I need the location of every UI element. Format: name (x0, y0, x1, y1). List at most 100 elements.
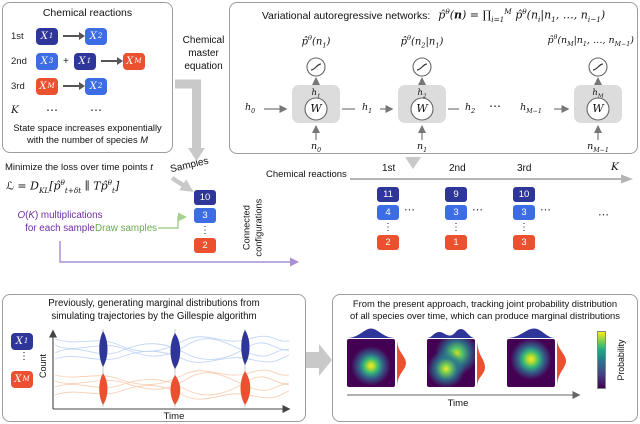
connected-stack-3rd: 10 3 ⋮ 3 (513, 187, 535, 250)
caption-line-2: with the number of species M (27, 135, 148, 146)
caption-line-1: State space increases exponentially (13, 122, 162, 133)
van-down-arrow (405, 157, 421, 169)
output-prob-2: p̂θ(n2|n1) (400, 34, 444, 50)
input-n1: n1 (416, 141, 428, 154)
y-axis-label: Count (38, 353, 48, 379)
species-sub: M (134, 56, 142, 65)
ellipsis: ⋯ (540, 204, 552, 216)
right-marginal (557, 339, 566, 387)
joint-distribution-panel: From the present approach, tracking join… (332, 294, 638, 422)
panel-title: From the present approach, tracking join… (333, 298, 637, 323)
heatmap-group-2 (427, 327, 489, 389)
count-box: 11 (377, 187, 399, 202)
weight-label: W (310, 102, 322, 115)
hidden-in-hM-1: hM−1 (520, 102, 542, 115)
species-base: X (39, 80, 47, 92)
reaction-arrow-icon (63, 32, 85, 40)
top-marginal (347, 328, 395, 338)
count-box: 10 (513, 187, 535, 202)
hidden-in-h2: h2 (464, 102, 476, 115)
complexity-line-2: for each sample (25, 222, 95, 234)
orange-marginal-distributions (99, 371, 251, 405)
reaction-arrow-icon (100, 57, 123, 65)
van-formula: p̂θ(n) = ∏i=1M p̂θ(ni|n1, …, ni−1) (438, 7, 606, 24)
species-base: X (89, 30, 97, 42)
reaction-arrow-icon (63, 82, 85, 90)
ellipsis: ⋯ (404, 204, 416, 216)
tick-K: K (611, 161, 619, 173)
hidden-state-3: hM (592, 88, 604, 100)
species-base: X (14, 374, 22, 385)
joint-heatmap (507, 339, 555, 387)
count-box: 2 (194, 238, 216, 253)
weight-label: W (416, 102, 428, 115)
count-box: 10 (194, 190, 216, 205)
hidden-state-2: h2 (417, 88, 427, 100)
species-sub: 3 (48, 56, 54, 65)
right-marginal (477, 339, 485, 387)
draw-samples-connector (158, 212, 187, 229)
input-n0: n0 (310, 141, 322, 154)
count-box: 3 (445, 205, 467, 220)
title-line-1: From the present approach, tracking join… (352, 298, 618, 309)
samples-axis-label: Samples (169, 155, 210, 176)
connected-configurations-label: Connected configurations (241, 185, 264, 271)
van-header: Variational autoregressive networks: p̂θ… (230, 7, 637, 24)
species-base: X (89, 80, 97, 92)
reaction-index: 3rd (11, 80, 25, 92)
joint-heatmap (427, 339, 475, 387)
samples-slant-arrow (170, 176, 194, 192)
species-sub: M (22, 375, 30, 383)
species-sub: 1 (86, 56, 92, 65)
complexity-note: O(K) multiplications for each sample (4, 210, 116, 235)
panel-title: Chemical reactions (42, 7, 133, 19)
rnn-cells (292, 85, 622, 123)
title-line-2: of all species over time, which can prod… (350, 310, 620, 322)
heatmap-group-1 (347, 327, 409, 389)
top-marginal (427, 329, 475, 338)
loss-description: Minimize the loss over time points t (5, 162, 153, 173)
tick-2nd: 2nd (449, 163, 466, 174)
reactions-axis-title: Chemical reactions (266, 169, 347, 180)
reactions-axis-arrow (350, 174, 633, 184)
title-line-1: Previously, generating marginal distribu… (48, 298, 260, 309)
count-box: 1 (445, 235, 467, 250)
x-axis-label: Time (447, 398, 469, 409)
connected-stack-2nd: 9 3 ⋮ 1 (445, 187, 467, 250)
vertical-ellipsis: ⋮ (451, 222, 461, 233)
hidden-state-1: h1 (311, 88, 321, 100)
count-box: 3 (194, 208, 216, 223)
species-sub: 1 (48, 31, 54, 40)
ellipsis: ⋯ (46, 103, 59, 117)
tick-1st: 1st (382, 163, 396, 174)
chain-ellipsis: ⋯ (489, 99, 501, 113)
species-base: X (15, 336, 23, 347)
reaction-index: K (11, 104, 19, 116)
joint-heatmap (347, 339, 395, 387)
top-marginal (507, 328, 555, 338)
count-box: 9 (445, 187, 467, 202)
sample-configuration-stack: 10 3 ⋮ 2 (194, 190, 216, 253)
checkpoint-lines (102, 329, 246, 407)
count-box: 4 (377, 205, 399, 220)
count-box: 2 (377, 235, 399, 250)
species-base: X (40, 55, 48, 67)
sigmoid-icons (306, 57, 608, 77)
species-sub: 2 (97, 31, 103, 40)
ellipsis: ⋯ (598, 209, 610, 221)
species-sub: 2 (97, 81, 103, 90)
ellipsis: ⋯ (472, 204, 484, 216)
right-marginal (397, 339, 406, 387)
chemical-master-equation-label: Chemical master equation (182, 35, 225, 72)
van-title: Variational autoregressive networks: (261, 9, 431, 22)
hidden-in-h0: h0 (244, 102, 256, 115)
